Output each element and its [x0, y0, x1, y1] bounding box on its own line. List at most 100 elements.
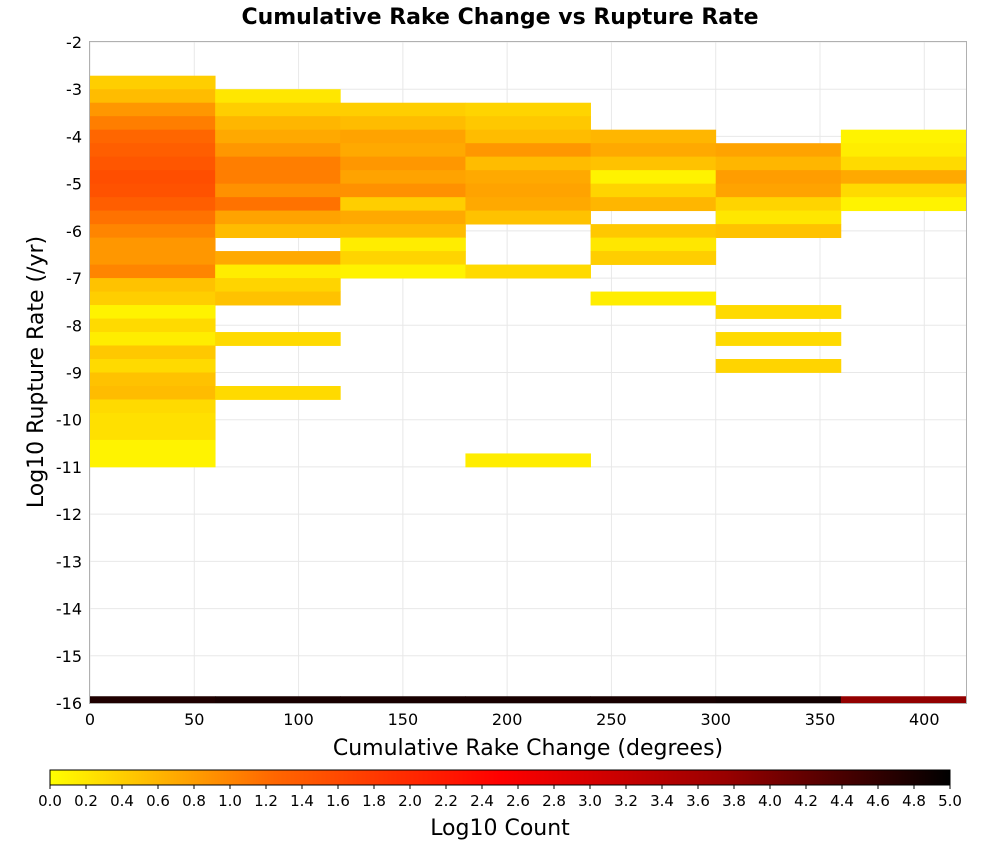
heatmap-cell — [590, 129, 717, 144]
heatmap-cell — [215, 224, 341, 239]
colorbar-tick-label: 3.8 — [722, 792, 746, 810]
heatmap-cell — [715, 224, 842, 239]
colorbar-tick-label: 0.6 — [146, 792, 170, 810]
heatmap-cell — [90, 399, 216, 414]
heatmap-cell — [590, 156, 717, 171]
heatmap-cell — [215, 89, 341, 104]
heatmap-cell — [340, 116, 466, 131]
heatmap-cell — [90, 439, 216, 454]
colorbar-tick-label: 1.0 — [218, 792, 242, 810]
heatmap-cell — [90, 75, 216, 90]
heatmap-cell — [840, 156, 967, 171]
heatmap-cell — [715, 305, 842, 319]
colorbar-tick-label: 1.4 — [290, 792, 314, 810]
colorbar-tick-label: 2.4 — [470, 792, 494, 810]
x-tick-label: 300 — [700, 710, 731, 729]
colorbar-tick-label: 5.0 — [938, 792, 962, 810]
heatmap-cell — [715, 156, 842, 171]
heatmap-cell — [840, 696, 967, 704]
heatmap-cell — [465, 156, 591, 171]
heatmap-cell — [90, 264, 216, 279]
heatmap-cell — [465, 210, 591, 225]
y-tick-label: -9 — [66, 364, 82, 383]
heatmap-cell — [465, 197, 591, 212]
heatmap-cell — [90, 291, 216, 306]
y-tick-label: -6 — [66, 222, 82, 241]
heatmap-cell — [90, 372, 216, 387]
y-tick-label: -3 — [66, 80, 82, 99]
heatmap-cell — [215, 156, 341, 171]
y-tick-label: -4 — [66, 127, 82, 146]
plot-border — [89, 41, 967, 704]
x-tick-label: 200 — [492, 710, 523, 729]
colorbar-tick-label: 3.2 — [614, 792, 638, 810]
heatmap-cell — [90, 143, 216, 158]
heatmap-cell — [215, 332, 341, 346]
heatmap-cell — [590, 197, 717, 212]
y-tick-label: -15 — [56, 647, 82, 666]
x-tick-label: 150 — [388, 710, 419, 729]
heatmap-cell — [90, 386, 216, 400]
heatmap-cell — [215, 143, 341, 158]
heatmap-cell — [840, 129, 967, 144]
heatmap-cell — [215, 264, 341, 279]
heatmap-cell — [90, 318, 216, 333]
heatmap-cell — [715, 359, 842, 373]
heatmap-cell — [465, 264, 591, 279]
colorbar-tick-label: 0.8 — [182, 792, 206, 810]
colorbar-tick-label: 4.2 — [794, 792, 818, 810]
y-axis-label: Log10 Rupture Rate (/yr) — [24, 236, 49, 508]
heatmap-cell — [465, 129, 591, 144]
heatmap-cell — [465, 102, 591, 117]
heatmap-cell — [590, 251, 717, 265]
colorbar-tick-label: 4.0 — [758, 792, 782, 810]
heatmap-cell — [340, 237, 466, 252]
heatmap-cell — [90, 183, 216, 198]
heatmap-cell — [90, 210, 216, 225]
heatmap-cell — [90, 102, 216, 117]
colorbar — [49, 769, 951, 786]
heatmap-cell — [590, 237, 717, 252]
colorbar-tick-label: 1.6 — [326, 792, 350, 810]
heatmap-cell — [465, 696, 591, 704]
x-axis-ticks: 0 50 100 150 200 250 300 350 400 — [85, 710, 940, 729]
colorbar-tick-label: 4.8 — [902, 792, 926, 810]
y-tick-label: -13 — [56, 552, 82, 571]
heatmap-cell — [90, 197, 216, 212]
heatmap-cell — [215, 197, 341, 212]
colorbar-tick-label: 1.2 — [254, 792, 278, 810]
heatmap-cell — [465, 170, 591, 185]
y-tick-label: -2 — [66, 33, 82, 52]
heatmap-cell — [90, 170, 216, 185]
y-axis-ticks: -2 -3 -4 -5 -6 -7 -8 -9 -10 -11 -12 -13 -14 -15 -16 — [56, 33, 82, 713]
heatmap-cell — [715, 696, 842, 704]
heatmap-cell — [90, 224, 216, 239]
heatmap-cell — [715, 183, 842, 198]
heatmap-cell — [715, 210, 842, 225]
heatmap-cell — [840, 197, 967, 212]
colorbar-ticks: 0.0 0.2 0.4 0.6 0.8 1.0 1.2 1.4 1.6 1.8 2.0 2.2 2.4 2… — [38, 785, 962, 810]
heatmap-cell — [215, 116, 341, 131]
heatmap-cell — [715, 143, 842, 158]
heatmap-cell — [90, 412, 216, 427]
heatmap-cell — [590, 183, 717, 198]
heatmap-cell — [340, 264, 466, 279]
heatmap-cell — [215, 251, 341, 265]
heatmap-cell — [215, 278, 341, 292]
heatmap-cell — [90, 359, 216, 373]
y-tick-label: -10 — [56, 411, 82, 430]
heatmap-cell — [340, 197, 466, 212]
heatmap-cell — [215, 170, 341, 185]
x-tick-label: 250 — [596, 710, 627, 729]
heatmap-cell — [340, 696, 466, 704]
heatmap-cell — [715, 170, 842, 185]
heatmap-cell — [340, 251, 466, 265]
colorbar-tick-label: 1.8 — [362, 792, 386, 810]
heatmap-cell — [215, 291, 341, 306]
colorbar-tick-label: 3.0 — [578, 792, 602, 810]
heatmap-cell — [90, 426, 216, 441]
heatmap-cell — [715, 332, 842, 346]
x-tick-label: 50 — [184, 710, 204, 729]
heatmap-cell — [90, 156, 216, 171]
